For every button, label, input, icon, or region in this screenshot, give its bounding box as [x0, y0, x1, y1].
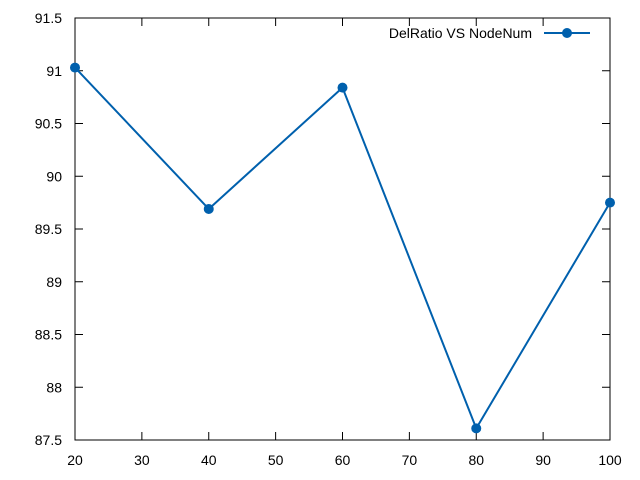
x-tick-label: 40 [201, 452, 217, 468]
x-tick-label: 90 [535, 452, 551, 468]
x-tick-label: 100 [598, 452, 622, 468]
series-line [74, 66, 611, 430]
y-tick-label: 91 [46, 63, 62, 79]
data-point [337, 82, 348, 93]
y-axis-ticks: 87.5 88 88.5 89 89.5 90 90.5 91 91.5 [35, 10, 610, 448]
x-tick-label: 30 [134, 452, 150, 468]
legend: DelRatio VS NodeNum [389, 25, 590, 41]
data-point [70, 62, 80, 73]
x-tick-label: 70 [402, 452, 418, 468]
y-tick-label: 89.5 [35, 221, 62, 237]
x-tick-label: 60 [335, 452, 351, 468]
plot-frame [74, 17, 611, 441]
y-tick-label: 87.5 [35, 432, 62, 448]
y-tick-label: 90.5 [35, 116, 62, 132]
x-tick-label: 80 [468, 452, 484, 468]
legend-marker [562, 28, 572, 38]
series-layer [70, 62, 615, 434]
y-tick-label: 90 [46, 168, 62, 184]
y-tick-label: 91.5 [35, 10, 62, 26]
y-tick-label: 89 [46, 274, 62, 290]
legend-label: DelRatio VS NodeNum [389, 25, 532, 41]
y-tick-label: 88.5 [35, 327, 62, 343]
data-point [471, 423, 482, 434]
x-tick-label: 50 [268, 452, 284, 468]
x-tick-label: 20 [67, 452, 83, 468]
x-axis-ticks: 20 30 40 50 60 70 80 90 100 [67, 18, 622, 468]
data-point [605, 197, 615, 208]
y-tick-label: 88 [46, 379, 62, 395]
data-point [203, 203, 214, 214]
